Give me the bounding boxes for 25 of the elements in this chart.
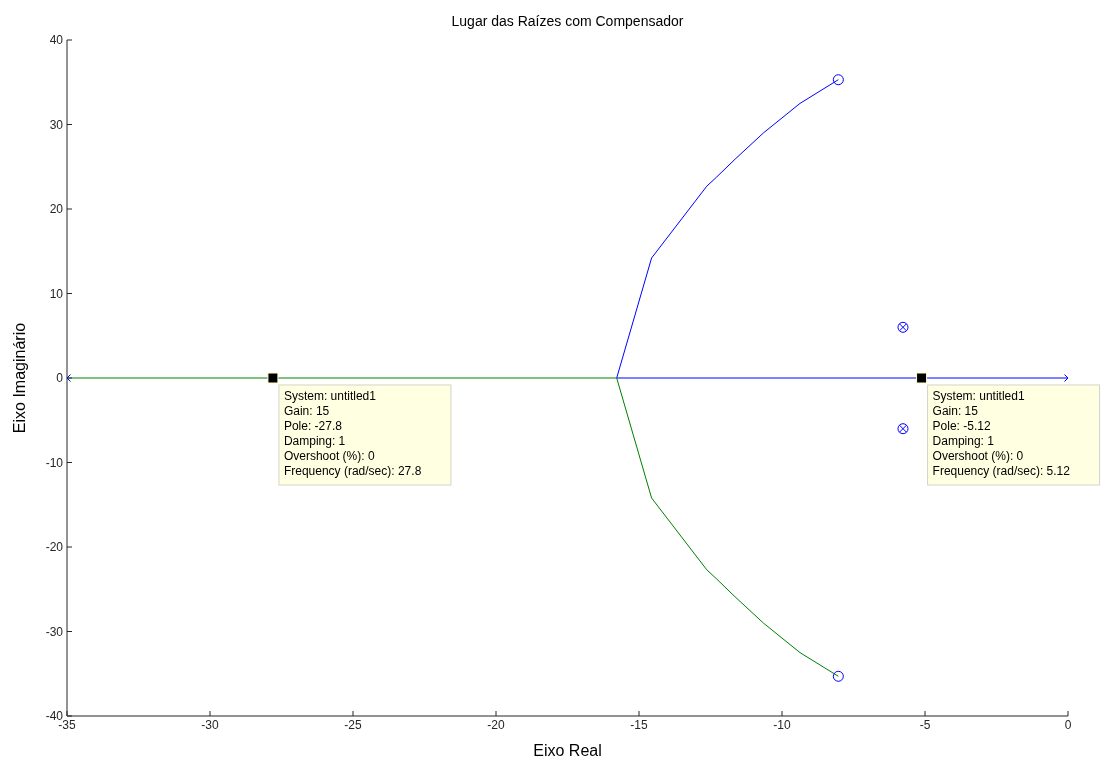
- point: [832, 670, 844, 682]
- x-axis-title: Eixo Real: [532, 742, 603, 760]
- y-tick-label: -40: [45, 709, 64, 724]
- y-tick-label: 40: [49, 33, 64, 48]
- x-tick-label: -30: [201, 717, 219, 732]
- y-tick-label: 0: [56, 371, 64, 386]
- point: [267, 372, 279, 384]
- y-tick-label: 30: [49, 117, 64, 132]
- x-tick-label: -10: [773, 717, 791, 732]
- annotation: System: untitled1 Gain: 15 Pole: -5.12 Damping: 1 Overshoot (%): 0 Frequency (rad/sec): 5.12: [932, 389, 1071, 478]
- x-tick-label: 0: [1064, 717, 1072, 732]
- y-tick-label: -30: [45, 624, 64, 639]
- y-tick-label: 10: [49, 286, 64, 301]
- x-tick-label: -20: [487, 717, 505, 732]
- y-tick-label: -10: [45, 455, 64, 470]
- y-axis-title: Eixo Imaginário: [10, 321, 29, 436]
- x-tick-label: -15: [630, 717, 648, 732]
- y-tick-label: 20: [49, 202, 64, 217]
- x-tick-label: -5: [919, 717, 931, 732]
- y-tick-label: -20: [45, 540, 64, 555]
- x-tick-label: -25: [344, 717, 362, 732]
- point: [832, 74, 844, 86]
- annotation: System: untitled1 Gain: 15 Pole: -27.8 Damping: 1 Overshoot (%): 0 Frequency (rad/sec): 27.8: [283, 389, 422, 478]
- point: [916, 372, 928, 384]
- chart-title: Lugar das Raízes com Compensador: [450, 13, 685, 29]
